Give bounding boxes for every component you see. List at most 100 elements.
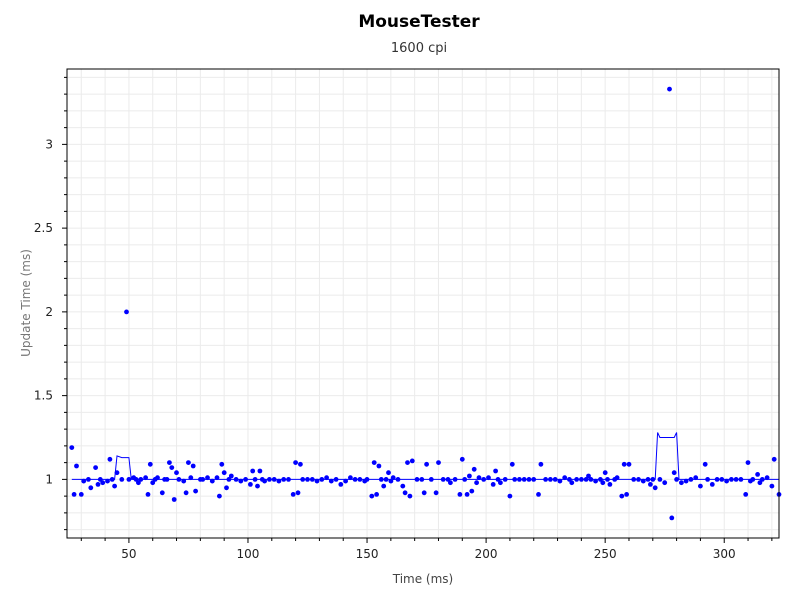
data-point bbox=[645, 477, 651, 482]
data-point bbox=[343, 478, 348, 484]
data-point bbox=[145, 492, 151, 497]
data-point bbox=[233, 477, 239, 482]
data-point bbox=[562, 475, 568, 481]
data-point bbox=[481, 477, 487, 482]
data-point bbox=[657, 477, 663, 482]
data-point bbox=[462, 477, 468, 482]
data-point bbox=[95, 482, 101, 487]
data-point bbox=[378, 477, 384, 482]
data-point bbox=[221, 470, 227, 476]
data-point bbox=[636, 477, 641, 482]
data-point bbox=[112, 483, 117, 489]
data-point bbox=[543, 477, 548, 482]
data-point bbox=[155, 475, 160, 481]
data-point bbox=[600, 480, 606, 486]
data-point bbox=[498, 480, 503, 486]
data-point bbox=[471, 466, 477, 472]
y-axis: 1 1.5 2 2.5 3 bbox=[34, 76, 67, 531]
data-point bbox=[250, 468, 256, 474]
x-tick-label: 50 bbox=[121, 547, 136, 561]
data-point bbox=[521, 477, 527, 482]
data-point bbox=[193, 488, 199, 494]
data-point bbox=[407, 493, 413, 499]
data-point bbox=[583, 477, 589, 482]
y-axis-label: Update Time (ms) bbox=[19, 249, 33, 357]
data-point bbox=[588, 477, 594, 482]
data-point bbox=[688, 477, 694, 482]
data-point bbox=[714, 477, 720, 482]
data-point bbox=[369, 493, 375, 499]
data-point bbox=[138, 477, 144, 482]
data-point bbox=[405, 460, 410, 465]
data-point bbox=[164, 477, 170, 482]
data-point bbox=[729, 477, 734, 482]
data-point bbox=[97, 477, 103, 482]
data-point bbox=[181, 478, 187, 484]
data-point bbox=[150, 480, 156, 486]
data-point bbox=[602, 470, 608, 476]
x-tick-label: 300 bbox=[713, 547, 736, 561]
x-tick-label: 200 bbox=[475, 547, 498, 561]
plot-area-background bbox=[67, 69, 779, 538]
data-point bbox=[502, 477, 508, 482]
data-point bbox=[509, 461, 515, 467]
data-point bbox=[262, 478, 267, 484]
data-point bbox=[662, 480, 668, 486]
data-point bbox=[459, 456, 465, 462]
data-point bbox=[764, 475, 770, 481]
y-tick-label: 1.5 bbox=[34, 389, 53, 403]
data-point bbox=[624, 492, 629, 497]
data-point bbox=[469, 488, 475, 494]
data-point bbox=[445, 477, 451, 482]
data-point bbox=[371, 460, 377, 465]
data-point bbox=[114, 470, 120, 476]
data-point bbox=[421, 490, 427, 496]
data-point bbox=[440, 477, 446, 482]
y-tick-label: 2.5 bbox=[34, 221, 53, 235]
data-point bbox=[567, 477, 572, 482]
data-point bbox=[640, 478, 646, 484]
data-point bbox=[548, 477, 553, 482]
data-point bbox=[557, 478, 563, 484]
data-point bbox=[333, 477, 339, 482]
data-point bbox=[364, 477, 370, 482]
data-point bbox=[631, 477, 637, 482]
data-point bbox=[286, 477, 291, 482]
data-point bbox=[71, 492, 77, 497]
data-point bbox=[252, 477, 258, 482]
data-point bbox=[526, 477, 532, 482]
data-point bbox=[86, 477, 91, 482]
data-point bbox=[679, 480, 684, 486]
data-point bbox=[298, 461, 303, 467]
data-point bbox=[171, 497, 177, 502]
data-point bbox=[457, 492, 463, 497]
data-point bbox=[395, 477, 401, 482]
data-point bbox=[619, 493, 625, 499]
data-point bbox=[271, 477, 277, 482]
data-point bbox=[88, 485, 94, 491]
data-point bbox=[569, 480, 575, 486]
data-point bbox=[293, 460, 298, 465]
data-point bbox=[205, 475, 210, 481]
data-point bbox=[750, 477, 756, 482]
data-point bbox=[652, 485, 658, 491]
data-point bbox=[698, 483, 703, 489]
data-point bbox=[424, 461, 429, 467]
data-point bbox=[648, 482, 653, 487]
data-point bbox=[536, 492, 541, 497]
data-point bbox=[650, 477, 656, 482]
data-point bbox=[217, 493, 222, 499]
data-point bbox=[281, 477, 287, 482]
data-point bbox=[709, 482, 715, 487]
data-point bbox=[309, 477, 315, 482]
data-point bbox=[74, 463, 79, 469]
data-point bbox=[574, 477, 579, 482]
data-point bbox=[402, 490, 408, 496]
data-point bbox=[724, 478, 729, 484]
data-point bbox=[119, 477, 125, 482]
data-point bbox=[733, 477, 739, 482]
data-point bbox=[759, 477, 765, 482]
data-point bbox=[324, 475, 329, 481]
data-point bbox=[300, 477, 306, 482]
